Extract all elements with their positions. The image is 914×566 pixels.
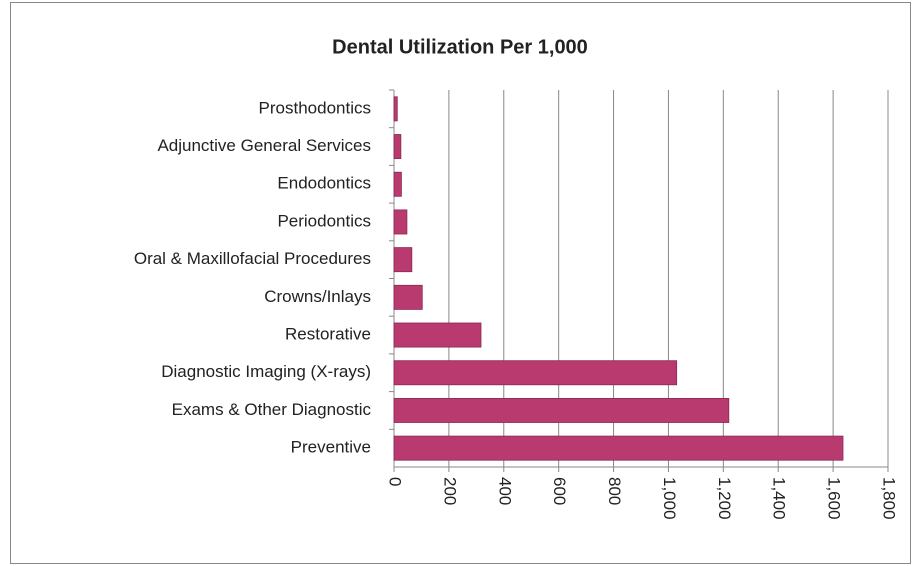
- chart-border: [10, 2, 911, 564]
- bar: [393, 360, 678, 386]
- bar: [393, 322, 482, 348]
- x-tick-label: 800: [605, 477, 624, 505]
- y-tick-label: Crowns/Inlays: [264, 287, 371, 306]
- chart-title: Dental Utilization Per 1,000: [332, 36, 588, 58]
- x-tick-label: 200: [440, 477, 459, 505]
- y-tick-label: Oral & Maxillofacial Procedures: [134, 249, 371, 268]
- x-tick-label: 1,800: [880, 477, 899, 520]
- x-tick-label: 1,400: [770, 477, 789, 520]
- y-tick-label: Adjunctive General Services: [157, 136, 371, 155]
- bar: [393, 397, 730, 423]
- y-tick-label: Periodontics: [277, 211, 371, 230]
- x-tick-label: 1,600: [825, 477, 844, 520]
- bar: [393, 134, 402, 160]
- bar: [393, 171, 402, 197]
- bar: [393, 209, 408, 235]
- x-tick-label: 0: [386, 477, 405, 486]
- y-tick-label: Prosthodontics: [259, 98, 371, 117]
- x-tick-label: 1,200: [715, 477, 734, 520]
- bar: [393, 435, 844, 461]
- y-tick-label: Diagnostic Imaging (X-rays): [161, 362, 371, 381]
- bar: [393, 247, 413, 273]
- bar: [393, 284, 423, 310]
- y-tick-label: Preventive: [291, 438, 371, 457]
- y-tick-label: Endodontics: [277, 174, 371, 193]
- x-tick-label: 400: [495, 477, 514, 505]
- y-tick-label: Restorative: [285, 325, 371, 344]
- bar: [393, 96, 398, 122]
- x-tick-label: 1,000: [660, 477, 679, 520]
- x-tick-label: 600: [550, 477, 569, 505]
- y-tick-label: Exams & Other Diagnostic: [172, 400, 372, 419]
